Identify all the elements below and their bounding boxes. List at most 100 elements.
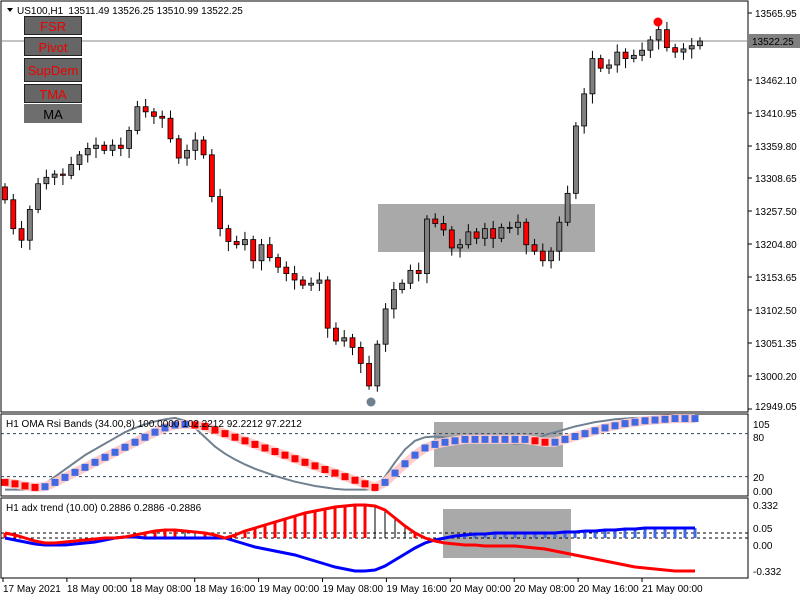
oma-point [151,428,159,436]
candle [341,337,348,342]
oma-point [481,435,489,443]
oma-point [561,435,569,443]
oma-point [661,415,669,423]
oma-point [31,483,39,491]
price-label: 13462.10 [755,76,797,87]
candle [374,343,381,387]
candle [93,144,99,149]
oma-point [371,483,379,491]
candle [407,269,414,284]
oma-point [301,458,309,466]
time-label: 20 May 00:00 [450,584,511,595]
oma-point [381,478,389,486]
current-price-label: 13522.25 [752,37,794,48]
oma-point [571,433,579,441]
oma-point [271,448,279,456]
candle [2,186,8,201]
tma-button[interactable]: TMA [24,84,82,103]
oma-point [261,444,269,452]
candle [134,106,141,131]
candle [655,29,662,41]
time-label: 18 May 16:00 [195,584,256,595]
oma-shadow [4,414,695,493]
oma-point [501,435,509,443]
oma-point [191,421,199,429]
pivot-button[interactable]: Pivot [24,37,82,56]
oma-point [351,476,359,484]
candle [159,115,166,119]
candle [151,111,157,117]
candle [448,229,455,249]
adx-level-label: 0.00 [753,541,773,552]
current-price-badge [749,34,800,48]
oma-point [551,438,559,446]
oma-point [141,433,149,441]
chart-header: US100,H1 13511.49 13526.25 13510.99 13522… [17,6,243,17]
oma-point [521,435,529,443]
candle [184,149,190,159]
fsr-button[interactable]: FSR [24,16,82,35]
oma-point [441,438,449,446]
candle [564,192,571,223]
time-label: 21 May 00:00 [642,584,703,595]
candle [473,231,480,239]
oma-point [621,420,629,428]
oma-point [651,416,659,424]
time-label: 20 May 08:00 [514,584,575,595]
oma-point [331,469,339,477]
candle [581,93,588,127]
axes: 13565.95 13462.10 13410.95 13359.80 13308.65… [2,9,800,595]
price-label: 13153.65 [755,273,797,284]
candle [531,244,538,252]
candle [481,228,488,239]
candle [233,241,240,246]
candle [366,363,372,387]
candle [424,218,430,274]
ma-button[interactable]: MA [24,104,82,123]
oma-point [591,427,599,435]
candle [283,266,290,274]
price-label: 13308.65 [755,174,797,185]
candle [589,58,596,95]
oma-point [461,435,469,443]
oma-point [51,478,59,486]
oma-point [511,435,519,443]
time-label: 18 May 00:00 [67,584,128,595]
candle [316,279,323,284]
time-label: 19 May 16:00 [386,584,447,595]
oma-point [361,480,369,488]
oma-level-label: 0.00 [753,487,773,498]
candle [208,154,215,197]
price-label: 13565.95 [755,9,797,20]
candle [126,130,133,149]
candle [10,199,17,230]
collapse-triangle-icon[interactable] [7,8,13,12]
oma-point [91,458,99,466]
price-label: 13359.80 [755,142,797,153]
oma-point [1,478,9,486]
time-label: 18 May 08:00 [131,584,192,595]
candle [572,125,579,194]
oma-point [341,473,349,481]
oma-point [111,448,119,456]
candle [200,139,207,156]
time-label: 19 May 00:00 [259,584,320,595]
candle [68,164,75,176]
candle [680,48,687,53]
oma-point [41,483,49,491]
oma-point [391,469,399,477]
oma-point [211,426,219,434]
candle [333,327,339,342]
oma-point [611,422,619,430]
candle [457,244,463,249]
candle [291,273,298,281]
adx-panel-title: H1 adx trend (10.00) 0.2886 0.2886 -0.28… [6,503,202,514]
candle [266,244,273,258]
supdem-button[interactable]: SupDem [24,58,82,82]
candle [101,144,108,151]
candle [349,337,356,348]
oma-point [431,440,439,448]
candle [76,154,83,165]
candle [167,117,174,140]
